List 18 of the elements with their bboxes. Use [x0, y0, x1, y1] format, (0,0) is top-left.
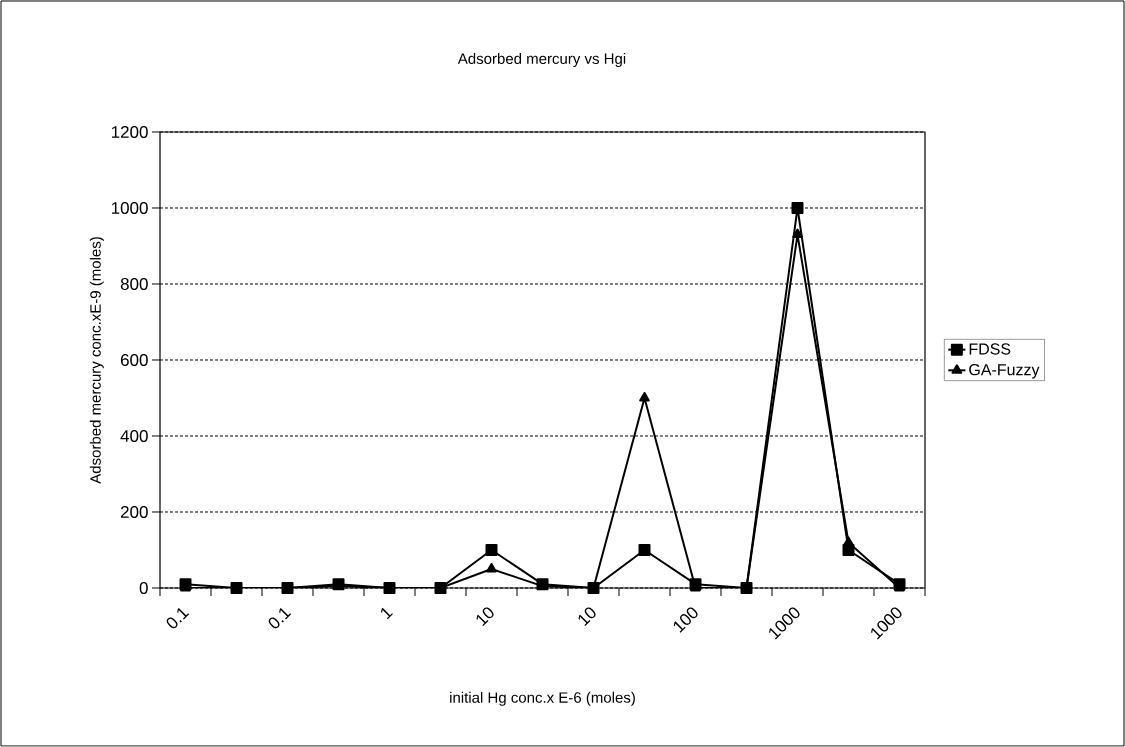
x-tick-label: 0.1 [268, 607, 292, 629]
legend-label: GA-Fuzzy [969, 364, 1040, 379]
y-tick-label: 400 [120, 429, 148, 443]
y-tick-label: 1000 [111, 201, 148, 215]
y-tick-label: 800 [120, 277, 148, 291]
x-tick-label: 100 [673, 607, 698, 633]
y-tick-label: 1200 [111, 125, 148, 139]
legend-label: FDSS [969, 343, 1011, 355]
y-axis-title: Adsorbed mercury conc.xE-9 (moles) [89, 237, 104, 484]
y-tick-label: 0 [139, 581, 148, 595]
x-tick-label: 10 [476, 607, 494, 627]
x-tick-label: 1 [381, 607, 393, 620]
chart-title: Adsorbed mercury vs Hgi [457, 53, 626, 67]
y-tick-label: 600 [120, 353, 148, 367]
y-tick-label: 200 [120, 505, 148, 519]
x-axis-title: initial Hg conc.x E-6 (moles) [450, 691, 635, 706]
x-tick-label: 0.1 [166, 607, 190, 629]
x-tick-label: 10 [578, 607, 596, 627]
